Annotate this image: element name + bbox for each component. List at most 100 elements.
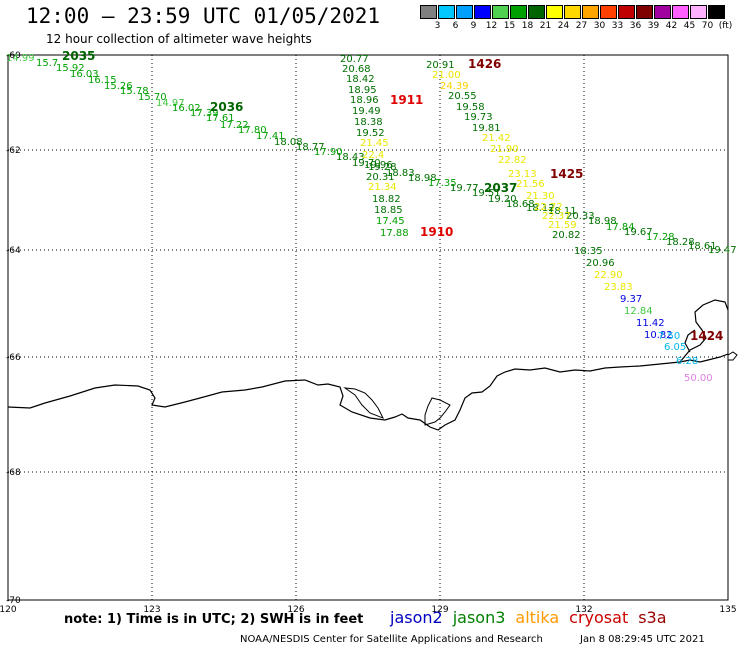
coastline-east-tip	[727, 351, 738, 361]
wave-height-value: 17.61	[206, 113, 235, 124]
wave-height-value: 21.59	[548, 220, 577, 231]
wave-height-value: 18.96	[350, 95, 379, 106]
scale-label: (ft)	[718, 21, 733, 31]
scale-swatch	[600, 5, 617, 19]
wave-height-value: 11.42	[636, 318, 665, 329]
longitude-label: 132	[575, 605, 592, 615]
wave-height-value: 17.80	[238, 125, 267, 136]
wave-height-value: 23.13	[508, 169, 537, 180]
wave-height-value: 21.45	[360, 138, 389, 149]
wave-height-value: 19.96	[364, 160, 393, 171]
wave-height-value: 20.55	[448, 91, 477, 102]
scale-swatch	[528, 5, 545, 19]
wave-height-value: 7.50	[658, 331, 680, 342]
latitude-label: -60	[6, 51, 21, 61]
generated-timestamp: Jan 8 08:29:45 UTC 2021	[580, 634, 705, 645]
wave-height-value: 17.88	[380, 228, 409, 239]
track-id-labels: 2035 2036 2037 1426 1425 1424 1911 1910	[62, 49, 723, 343]
axis-labels: 120 123 126 129 132 135 -60 -62 -64 -66 -68 -70	[0, 51, 737, 615]
track-id-label: 2035	[62, 49, 95, 63]
wave-height-value: 22.4	[362, 150, 384, 161]
scale-label: 15	[503, 21, 516, 31]
scale-swatch	[492, 5, 509, 19]
scale-label: 33	[611, 21, 624, 31]
scale-label: 21	[539, 21, 552, 31]
page-title: 12:00 – 23:59 UTC 01/05/2021	[26, 4, 381, 28]
scale-label: 39	[647, 21, 660, 31]
scale-swatch	[690, 5, 707, 19]
wave-height-value: 15.26	[104, 81, 133, 92]
page-subtitle: 12 hour collection of altimeter wave hei…	[46, 32, 312, 46]
wave-height-value: 16.15	[88, 75, 117, 86]
wave-height-value: 18.61	[688, 241, 717, 252]
wave-height-value: 22.82	[498, 155, 527, 166]
scale-swatch	[474, 5, 491, 19]
wave-height-value: 21.34	[368, 182, 397, 193]
wave-height-value: 22.72	[534, 202, 563, 213]
wave-height-value: 19.70	[352, 158, 381, 169]
wave-height-value: 14.97	[156, 98, 185, 109]
credit-text: NOAA/NESDIS Center for Satellite Applica…	[240, 634, 543, 645]
wave-height-value: 19.73	[464, 112, 493, 123]
scale-label: 9	[470, 21, 477, 31]
wave-height-value: 16.03	[70, 69, 99, 80]
wave-height-value: 21.30	[526, 191, 555, 202]
wave-height-value: 18.68	[506, 199, 535, 210]
track-id-label: 1426	[468, 57, 501, 71]
wave-height-value: 24.39	[440, 81, 469, 92]
scale-swatch	[456, 5, 473, 19]
wave-height-value: 20.96	[586, 258, 615, 269]
wave-height-value: 17.39	[190, 108, 219, 119]
wave-height-value: 6.05	[664, 342, 686, 353]
scale-swatch	[654, 5, 671, 19]
latitude-label: -62	[6, 146, 21, 156]
scale-label: 12	[485, 21, 498, 31]
wave-height-value: 6.28	[676, 356, 698, 367]
wave-height-value: 9.37	[620, 294, 642, 305]
latitude-label: -66	[6, 353, 21, 363]
wave-height-value: 18.11	[548, 206, 577, 217]
wave-height-value: 18.28	[666, 237, 695, 248]
scale-label: 36	[629, 21, 642, 31]
wave-height-value: 18.83	[386, 168, 415, 179]
scale-swatch	[582, 5, 599, 19]
scale-label: 18	[521, 21, 534, 31]
wave-height-value: 22.90	[594, 270, 623, 281]
wave-height-value: 18.35	[574, 246, 603, 257]
track-id-label: 2036	[210, 100, 243, 114]
graticule	[8, 55, 728, 600]
track-id-label: 1911	[390, 93, 423, 107]
wave-height-value: 17.35	[428, 178, 457, 189]
observation-labels: 14.99 15.715.9216.0316.1515.2615.7815.701…	[6, 53, 737, 384]
scale-swatch	[510, 5, 527, 19]
wave-height-value: 14.99	[6, 53, 35, 64]
scale-swatch	[672, 5, 689, 19]
wave-height-value: 18.42	[346, 74, 375, 85]
legend-entry-s3a: s3a	[638, 608, 667, 627]
legend-entry-cryosat: cryosat	[569, 608, 629, 627]
map-frame	[7, 54, 729, 601]
wave-height-value: 12.84	[624, 306, 653, 317]
track-id-label: 2037	[484, 181, 517, 195]
scale-swatch	[636, 5, 653, 19]
wave-height-value: 17.41	[256, 131, 285, 142]
wave-height-value: 20.77	[340, 54, 369, 65]
satellite-legend: jason2 jason3 altika cryosat s3a	[390, 608, 677, 627]
wave-height-value: 17.28	[646, 232, 675, 243]
coastline	[7, 353, 729, 431]
wave-height-value: 19.81	[472, 123, 501, 134]
scale-swatch	[564, 5, 581, 19]
track-id-label: 1910	[420, 225, 453, 239]
wave-height-value: 20.31	[366, 172, 395, 183]
wave-height-value: 18.85	[374, 205, 403, 216]
footer-note: note: 1) Time is in UTC; 2) SWH is in fe…	[64, 612, 364, 627]
wave-height-value: 20.33	[566, 211, 595, 222]
wave-height-value: 50.00	[684, 373, 713, 384]
coastline-inlet	[424, 397, 451, 426]
legend-entry-jason2: jason2	[390, 608, 443, 627]
longitude-label: 129	[431, 605, 448, 615]
wave-height-value: 19.67	[624, 227, 653, 238]
wave-height-value: 19.28	[368, 162, 397, 173]
wave-height-value: 17.45	[376, 216, 405, 227]
latitude-label: -68	[6, 468, 21, 478]
